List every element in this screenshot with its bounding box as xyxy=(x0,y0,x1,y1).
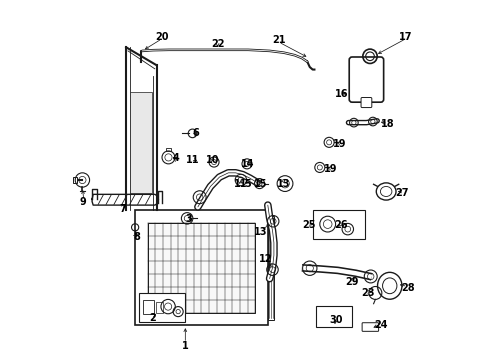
Text: 20: 20 xyxy=(155,32,168,41)
Text: 30: 30 xyxy=(328,315,342,325)
Text: 17: 17 xyxy=(398,32,412,41)
Text: 27: 27 xyxy=(395,188,408,198)
Text: 10: 10 xyxy=(205,155,219,165)
Ellipse shape xyxy=(382,278,396,294)
Text: 4: 4 xyxy=(173,153,180,163)
Text: 9: 9 xyxy=(79,197,85,207)
Text: 21: 21 xyxy=(271,35,285,45)
Text: 12: 12 xyxy=(259,254,272,264)
Bar xyxy=(139,293,185,321)
Ellipse shape xyxy=(376,183,395,200)
Text: 26: 26 xyxy=(334,220,347,230)
Text: 23: 23 xyxy=(361,288,374,298)
Text: 15: 15 xyxy=(253,179,267,189)
Text: 29: 29 xyxy=(345,277,358,287)
Text: 14: 14 xyxy=(241,159,254,169)
Bar xyxy=(165,148,171,151)
Text: 19: 19 xyxy=(323,164,337,174)
Text: 24: 24 xyxy=(373,320,386,330)
Text: 3: 3 xyxy=(185,215,192,224)
Text: 18: 18 xyxy=(380,120,394,129)
Bar xyxy=(267,216,274,320)
Bar xyxy=(130,92,152,193)
FancyBboxPatch shape xyxy=(362,323,378,331)
Bar xyxy=(73,177,77,183)
Text: 22: 22 xyxy=(210,39,224,49)
Bar xyxy=(312,211,364,239)
Bar xyxy=(142,300,153,315)
Text: 5: 5 xyxy=(244,179,251,189)
FancyBboxPatch shape xyxy=(348,57,383,102)
Text: 7: 7 xyxy=(119,204,126,214)
Bar xyxy=(135,211,267,325)
Text: 28: 28 xyxy=(400,283,414,293)
Text: 11: 11 xyxy=(185,155,199,165)
Text: 13: 13 xyxy=(253,227,267,237)
Text: 16: 16 xyxy=(334,89,347,99)
Ellipse shape xyxy=(380,186,391,197)
Bar xyxy=(147,223,255,313)
FancyBboxPatch shape xyxy=(360,98,371,108)
Text: 8: 8 xyxy=(133,232,140,242)
Text: 6: 6 xyxy=(192,129,199,138)
Text: 1: 1 xyxy=(182,341,188,351)
Text: 2: 2 xyxy=(149,313,156,323)
Text: 13: 13 xyxy=(277,179,290,189)
Bar xyxy=(316,306,351,327)
Text: 25: 25 xyxy=(302,220,315,230)
Text: 19: 19 xyxy=(332,139,346,149)
Bar xyxy=(156,302,163,313)
Ellipse shape xyxy=(377,273,401,299)
Text: 11: 11 xyxy=(234,179,247,189)
